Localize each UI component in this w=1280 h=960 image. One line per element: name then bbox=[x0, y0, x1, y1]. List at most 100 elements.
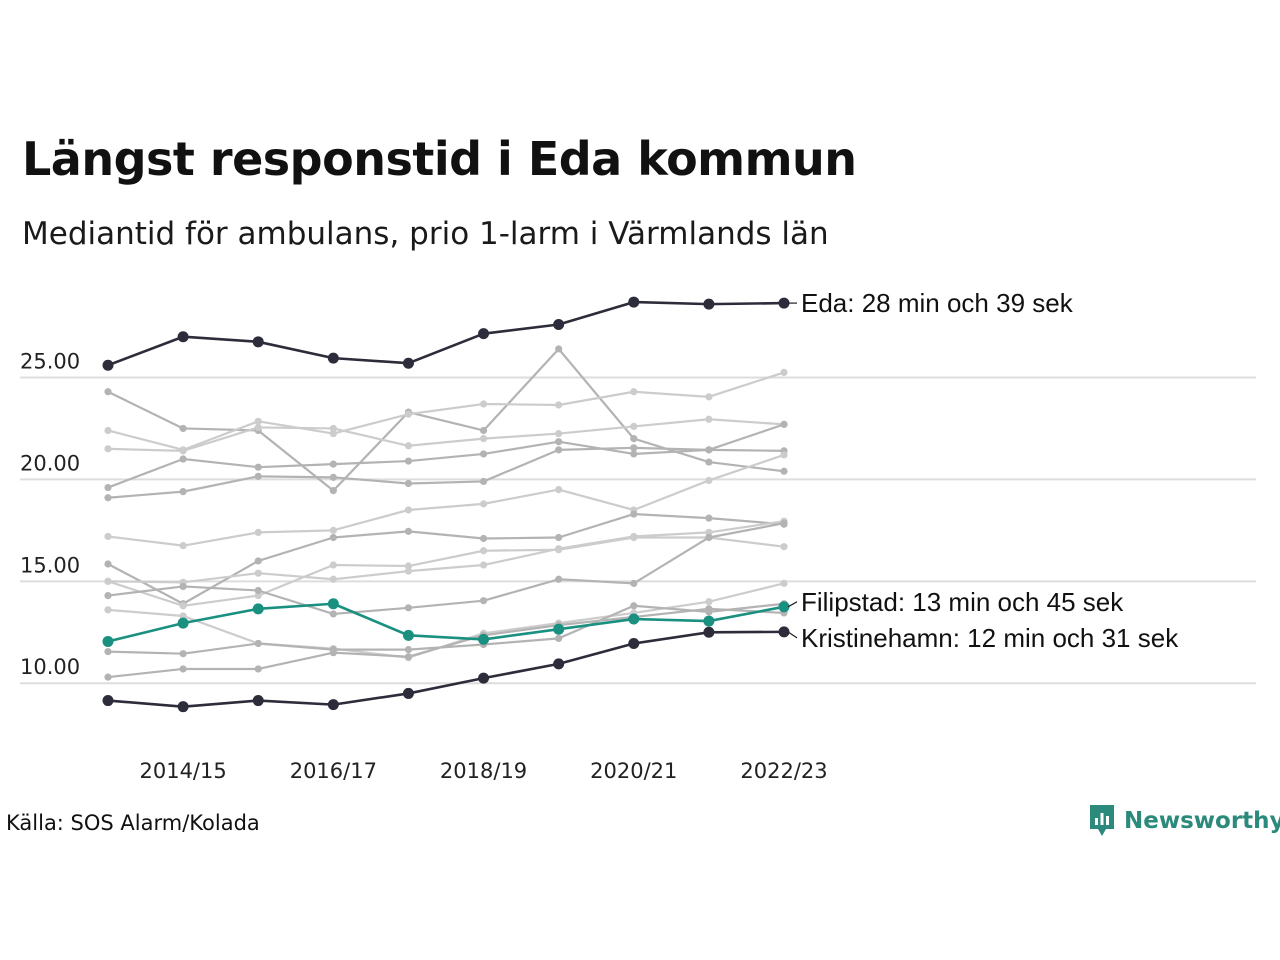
background-series-7-point bbox=[104, 494, 112, 502]
background-series-13-point bbox=[104, 606, 112, 614]
background-series-14 bbox=[104, 600, 788, 658]
background-series-14-point bbox=[630, 602, 638, 610]
background-series-5-point bbox=[104, 445, 112, 453]
x-tick-label: 2022/23 bbox=[740, 759, 827, 783]
background-series-11-point bbox=[404, 562, 413, 570]
background-series-5-point bbox=[254, 423, 262, 432]
series-filipstad-point bbox=[703, 615, 715, 627]
background-series-9-point bbox=[404, 527, 413, 535]
series-kristinehamn-point bbox=[778, 626, 790, 638]
series-kristinehamn bbox=[102, 626, 790, 713]
background-series-13-point bbox=[780, 579, 788, 587]
background-series-4-point bbox=[329, 429, 337, 438]
series-kristinehamn-point bbox=[478, 672, 490, 684]
background-series-11 bbox=[104, 533, 788, 610]
background-series-11-point bbox=[104, 577, 112, 585]
background-series-12-point bbox=[705, 533, 713, 542]
background-series-10-point bbox=[705, 528, 713, 537]
bar-chart-speech-bubble-icon bbox=[1090, 805, 1114, 836]
series-label-eda: Eda: 28 min och 39 sek bbox=[801, 288, 1074, 318]
series-filipstad-point bbox=[102, 635, 114, 647]
background-series-9-line bbox=[107, 512, 785, 605]
background-series-6-point bbox=[479, 450, 488, 458]
background-series-6-point bbox=[780, 420, 788, 428]
x-tick-label: 2020/21 bbox=[590, 759, 677, 783]
background-series-13-point bbox=[179, 612, 187, 620]
background-series-8-point bbox=[329, 526, 337, 534]
x-axis-tick-labels: 2014/15 2016/17 2018/19 2020/21 2022/23 bbox=[139, 759, 827, 783]
background-series-13-point bbox=[705, 598, 713, 606]
y-tick-label: 10.00 bbox=[20, 655, 80, 679]
background-series-12-point bbox=[630, 579, 638, 587]
series-filipstad-point bbox=[252, 603, 264, 615]
y-tick-label: 20.00 bbox=[20, 451, 80, 475]
background-series-15-point bbox=[179, 665, 187, 673]
background-series-15-line bbox=[107, 607, 785, 679]
background-series-14-point bbox=[555, 634, 563, 642]
background-series-4-point bbox=[705, 393, 713, 401]
series-kristinehamn-line bbox=[107, 630, 785, 708]
series-kristinehamn-point bbox=[703, 626, 715, 638]
background-series-10-point bbox=[329, 575, 337, 583]
background-series-3-point bbox=[630, 435, 638, 443]
background-series-4-point bbox=[404, 410, 413, 418]
background-series-9-point bbox=[254, 557, 262, 565]
background-series-15-point bbox=[104, 673, 112, 681]
background-series-14-point bbox=[104, 648, 112, 656]
background-series-8-point bbox=[179, 542, 187, 550]
label-leader-filipstad bbox=[787, 601, 798, 608]
background-series-6-point bbox=[329, 460, 337, 468]
background-series-15-point bbox=[329, 649, 337, 657]
series-eda bbox=[102, 296, 790, 371]
series-filipstad-point bbox=[478, 633, 490, 645]
background-series-9-point bbox=[705, 514, 713, 522]
background-series-8-point bbox=[479, 500, 488, 508]
series-eda-point bbox=[177, 331, 189, 343]
background-series-7-point bbox=[630, 444, 638, 452]
background-series-3-point bbox=[705, 458, 713, 466]
background-series-8-point bbox=[254, 528, 262, 537]
background-series-12-point bbox=[329, 610, 337, 618]
background-series-7-point bbox=[329, 473, 337, 481]
background-series-7-line bbox=[107, 446, 785, 499]
background-series-7-point bbox=[479, 477, 488, 486]
background-series-9-point bbox=[329, 533, 337, 542]
series-filipstad-point bbox=[553, 623, 565, 635]
newsworthy-logo: Newsworthy bbox=[1088, 803, 1280, 839]
background-series-5-line bbox=[107, 418, 785, 452]
background-series-15-point bbox=[404, 653, 413, 661]
series-kristinehamn-point bbox=[252, 695, 264, 707]
background-series-11-point bbox=[179, 602, 187, 610]
background-series-12-point bbox=[555, 575, 563, 583]
background-series-11-point bbox=[479, 547, 488, 555]
series-kristinehamn-point bbox=[628, 637, 640, 649]
series-kristinehamn-point bbox=[327, 699, 339, 711]
background-series-12 bbox=[104, 519, 788, 618]
series-eda-point bbox=[478, 328, 490, 340]
background-series-4-point bbox=[780, 368, 788, 376]
background-series-4-point bbox=[479, 400, 488, 408]
background-series-5 bbox=[104, 415, 788, 455]
series-eda-point bbox=[102, 359, 114, 371]
background-series-11-point bbox=[780, 543, 788, 551]
background-series-6-point bbox=[404, 457, 413, 465]
background-series-12-point bbox=[179, 582, 187, 591]
background-series-12-point bbox=[254, 586, 262, 595]
background-series-11-point bbox=[630, 533, 638, 542]
background-series-6-point bbox=[555, 438, 563, 446]
background-series-6-point bbox=[179, 455, 187, 463]
background-series-11-line bbox=[107, 536, 785, 607]
series-kristinehamn-point bbox=[402, 687, 414, 699]
background-series-3-line bbox=[107, 347, 785, 492]
series-labels: Eda: 28 min och 39 sek Filipstad: 13 min … bbox=[787, 288, 1179, 653]
background-series-10-point bbox=[479, 561, 488, 569]
background-series-10-point bbox=[404, 567, 413, 575]
highlighted-series bbox=[102, 296, 790, 713]
series-filipstad-point bbox=[778, 601, 790, 613]
background-series-12-point bbox=[479, 597, 488, 605]
background-series-7-point bbox=[254, 472, 262, 480]
x-tick-label: 2016/17 bbox=[290, 759, 377, 783]
brand-name: Newsworthy bbox=[1124, 808, 1280, 834]
background-series-8-point bbox=[104, 532, 112, 541]
background-series-8-point bbox=[780, 451, 788, 459]
